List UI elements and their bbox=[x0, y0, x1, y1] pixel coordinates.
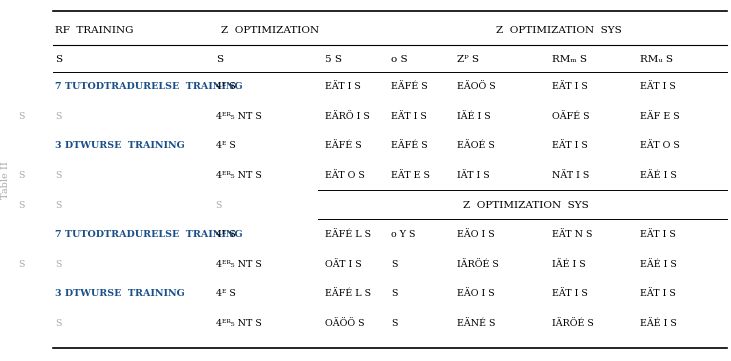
Text: EÄÉ I S: EÄÉ I S bbox=[640, 260, 676, 269]
Text: S: S bbox=[19, 260, 25, 269]
Text: EÄT I S: EÄT I S bbox=[640, 290, 675, 298]
Text: S: S bbox=[216, 201, 222, 209]
Text: S: S bbox=[391, 290, 398, 298]
Text: 4ᴱᴿ₅ NT S: 4ᴱᴿ₅ NT S bbox=[216, 171, 262, 180]
Text: Z  OPTIMIZATION  SYS: Z OPTIMIZATION SYS bbox=[463, 201, 589, 209]
Text: Zᴾ S: Zᴾ S bbox=[457, 55, 479, 64]
Text: EÄFÉ S: EÄFÉ S bbox=[325, 142, 362, 150]
Text: S: S bbox=[19, 201, 25, 209]
Text: Table II: Table II bbox=[1, 162, 10, 199]
Text: IÄRÖÉ S: IÄRÖÉ S bbox=[457, 260, 499, 269]
Text: EÄÉ I S: EÄÉ I S bbox=[640, 171, 676, 180]
Text: EÄRÖ I S: EÄRÖ I S bbox=[325, 112, 370, 121]
Text: 7 TUTODTRADURELSE  TRAINING: 7 TUTODTRADURELSE TRAINING bbox=[55, 230, 243, 239]
Text: EÄT I S: EÄT I S bbox=[391, 112, 427, 121]
Text: 4ᴱ S: 4ᴱ S bbox=[216, 230, 235, 239]
Text: EÄT I S: EÄT I S bbox=[325, 82, 361, 91]
Text: EÄFÉ S: EÄFÉ S bbox=[391, 142, 428, 150]
Text: S: S bbox=[55, 55, 62, 64]
Text: EÄT I S: EÄT I S bbox=[552, 290, 588, 298]
Text: Z  OPTIMIZATION  SYS: Z OPTIMIZATION SYS bbox=[496, 26, 622, 35]
Text: OÄÖÖ S: OÄÖÖ S bbox=[325, 319, 365, 328]
Text: EÄT N S: EÄT N S bbox=[552, 230, 592, 239]
Text: OÄFÉ S: OÄFÉ S bbox=[552, 112, 589, 121]
Text: EÄF E S: EÄF E S bbox=[640, 112, 679, 121]
Text: IÄT I S: IÄT I S bbox=[457, 171, 490, 180]
Text: Z  OPTIMIZATION: Z OPTIMIZATION bbox=[221, 26, 319, 35]
Text: RMᵤ S: RMᵤ S bbox=[640, 55, 673, 64]
Text: 4ᴱ S: 4ᴱ S bbox=[216, 82, 235, 91]
Text: S: S bbox=[55, 201, 61, 209]
Text: EÄOÉ S: EÄOÉ S bbox=[457, 142, 495, 150]
Text: EÄT I S: EÄT I S bbox=[640, 82, 675, 91]
Text: EÄT O S: EÄT O S bbox=[640, 142, 680, 150]
Text: S: S bbox=[391, 260, 398, 269]
Text: IÄRÖÉ S: IÄRÖÉ S bbox=[552, 319, 594, 328]
Text: 4ᴱ S: 4ᴱ S bbox=[216, 290, 235, 298]
Text: o S: o S bbox=[391, 55, 408, 64]
Text: EÄFÉ S: EÄFÉ S bbox=[391, 82, 428, 91]
Text: S: S bbox=[216, 55, 223, 64]
Text: EÄO I S: EÄO I S bbox=[457, 230, 495, 239]
Text: S: S bbox=[19, 171, 25, 180]
Text: EÄT E S: EÄT E S bbox=[391, 171, 430, 180]
Text: EÄFÉ L S: EÄFÉ L S bbox=[325, 230, 371, 239]
Text: EÄO I S: EÄO I S bbox=[457, 290, 495, 298]
Text: S: S bbox=[55, 171, 61, 180]
Text: S: S bbox=[19, 112, 25, 121]
Text: EÄÉ I S: EÄÉ I S bbox=[640, 319, 676, 328]
Text: S: S bbox=[55, 260, 61, 269]
Text: EÄFÉ L S: EÄFÉ L S bbox=[325, 290, 371, 298]
Text: EÄOÖ S: EÄOÖ S bbox=[457, 82, 496, 91]
Text: EÄT O S: EÄT O S bbox=[325, 171, 366, 180]
Text: 4ᴱᴿ₅ NT S: 4ᴱᴿ₅ NT S bbox=[216, 112, 262, 121]
Text: IÄÉ I S: IÄÉ I S bbox=[552, 260, 586, 269]
Text: IÄÉ I S: IÄÉ I S bbox=[457, 112, 491, 121]
Text: RF  TRAINING: RF TRAINING bbox=[55, 26, 133, 35]
Text: NÄT I S: NÄT I S bbox=[552, 171, 589, 180]
Text: 3 DTWURSE  TRAINING: 3 DTWURSE TRAINING bbox=[55, 142, 184, 150]
Text: OÄT I S: OÄT I S bbox=[325, 260, 362, 269]
Text: 4ᴱᴿ₅ NT S: 4ᴱᴿ₅ NT S bbox=[216, 260, 262, 269]
Text: S: S bbox=[55, 319, 61, 328]
Text: S: S bbox=[391, 319, 398, 328]
Text: EÄT I S: EÄT I S bbox=[552, 82, 588, 91]
Text: EÄT I S: EÄT I S bbox=[552, 142, 588, 150]
Text: o Y S: o Y S bbox=[391, 230, 416, 239]
Text: 3 DTWURSE  TRAINING: 3 DTWURSE TRAINING bbox=[55, 290, 184, 298]
Text: 4ᴱ S: 4ᴱ S bbox=[216, 142, 235, 150]
Text: 4ᴱᴿ₅ NT S: 4ᴱᴿ₅ NT S bbox=[216, 319, 262, 328]
Text: RMₘ S: RMₘ S bbox=[552, 55, 587, 64]
Text: S: S bbox=[55, 112, 61, 121]
Text: EÄNÉ S: EÄNÉ S bbox=[457, 319, 496, 328]
Text: EÄT I S: EÄT I S bbox=[640, 230, 675, 239]
Text: 7 TUTODTRADURELSE  TRAINING: 7 TUTODTRADURELSE TRAINING bbox=[55, 82, 243, 91]
Text: 5 S: 5 S bbox=[325, 55, 342, 64]
